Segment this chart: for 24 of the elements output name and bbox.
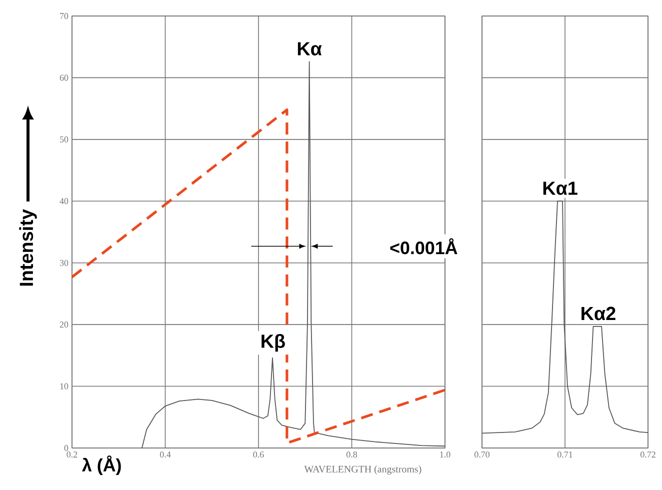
x-tick-label: 0.70	[474, 452, 490, 458]
annotation: <0.001Å	[390, 238, 458, 254]
y-tick-label: 30	[60, 260, 68, 266]
x-tick-label: 0.4	[160, 452, 171, 458]
annotation: Kα2	[582, 306, 616, 320]
y-tick-label: 10	[60, 383, 68, 390]
x-tick-label: 0.8	[346, 452, 358, 458]
x-tick-label: 0.6	[253, 452, 264, 458]
annotation: Kα	[298, 42, 322, 56]
x-tick-label: 1.0	[440, 452, 450, 458]
y-tick-label: 20	[60, 322, 68, 328]
x-tick-label: 0.71	[558, 452, 572, 458]
y-tick-label: 70	[60, 12, 68, 20]
x-tick-label: 0.2	[66, 452, 78, 458]
y-tick-label: 50	[60, 136, 68, 142]
x-tick-label: 0.72	[640, 452, 656, 458]
x-axis-title: λ (Å)	[82, 455, 121, 476]
annotation: Kα1	[543, 182, 578, 195]
annotation: Kβ	[262, 334, 285, 352]
y-tick-label: 0	[64, 444, 68, 452]
y-axis-title: Intensity	[19, 209, 37, 286]
text: WAVELENGTH (angstroms)	[304, 465, 422, 475]
y-tick-label: 60	[60, 74, 68, 81]
y-tick-label: 40	[60, 198, 68, 204]
